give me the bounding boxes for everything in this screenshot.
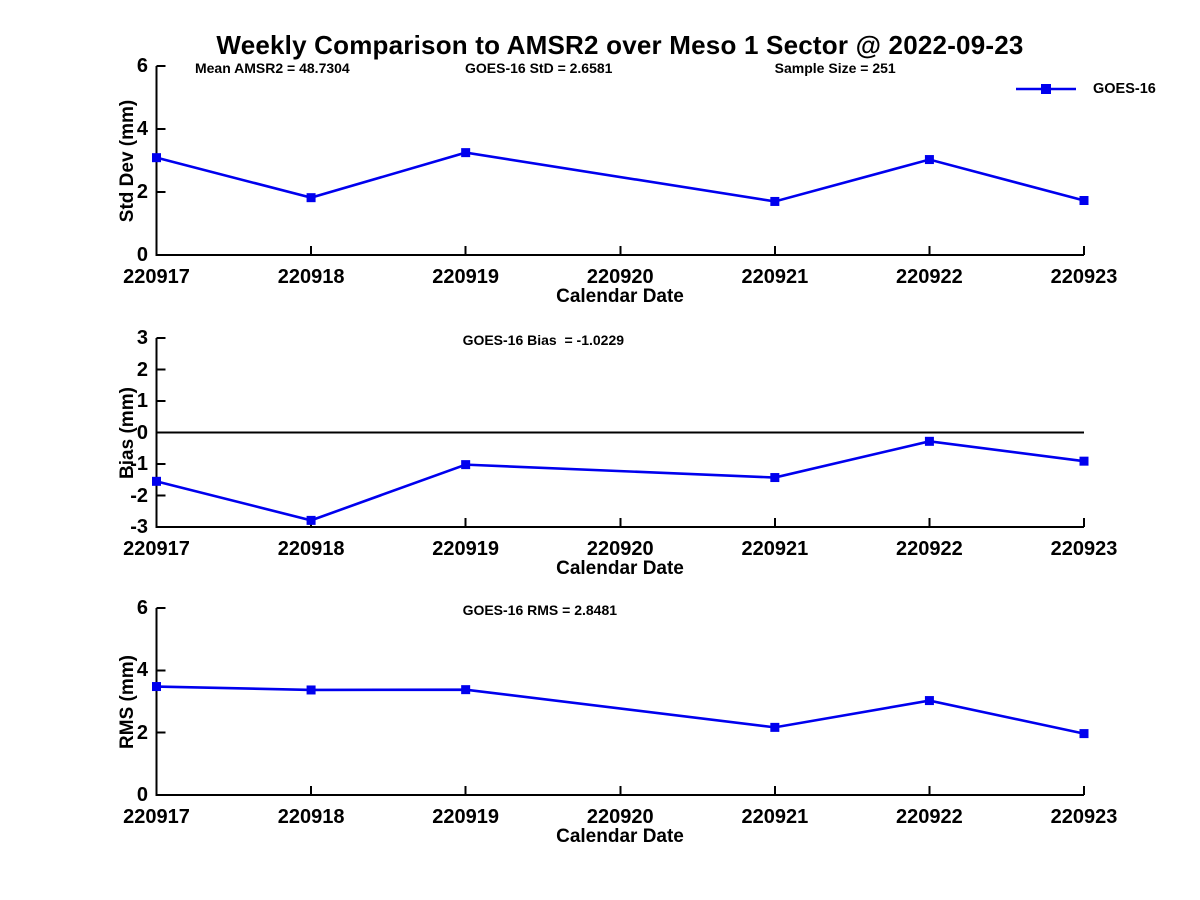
x-tick-label: 220919 (432, 266, 500, 288)
x-tick-label: 220923 (1050, 266, 1118, 288)
data-point-marker (770, 196, 780, 206)
data-point-marker (152, 476, 161, 486)
x-tick-label: 220922 (896, 266, 963, 288)
y-tick-label: 0 (136, 421, 148, 444)
annotation-std-dev-2: Sample Size = 251 (774, 60, 896, 76)
x-tick-label: 220917 (123, 266, 190, 288)
data-point-marker (1079, 729, 1089, 739)
y-tick-label: 3 (136, 327, 148, 349)
x-tick-label: 220917 (123, 538, 190, 560)
x-tick-label: 220919 (432, 806, 500, 828)
y-tick-label: -1 (130, 453, 148, 475)
legend-line-marker-icon (1016, 84, 1076, 94)
subplot-bias (152, 337, 1089, 528)
annotation-std-dev-0: Mean AMSR2 = 48.7304 (194, 60, 350, 76)
data-point-marker (924, 696, 934, 706)
y-tick-label: 2 (136, 358, 148, 381)
x-tick-label: 220920 (586, 266, 654, 288)
legend: GOES-16 (1014, 77, 1156, 101)
x-axis-label-bias: Calendar Date (556, 558, 684, 579)
x-tick-label: 220921 (741, 538, 809, 560)
data-point-marker (152, 682, 161, 692)
x-tick-label: 220920 (586, 538, 654, 560)
data-point-marker (924, 436, 934, 446)
subplot-std-dev (152, 65, 1089, 256)
data-point-marker (461, 148, 471, 158)
series-line-goes-16 (156, 440, 1085, 522)
x-tick-label: 220922 (896, 806, 963, 828)
data-point-marker (770, 722, 780, 732)
data-point-marker (1079, 196, 1089, 206)
y-tick-label: 2 (136, 181, 148, 203)
y-tick-label: 0 (136, 784, 148, 806)
data-point-marker (306, 685, 316, 695)
x-tick-label: 220923 (1050, 806, 1118, 828)
x-tick-label: 220918 (277, 266, 345, 288)
legend-label: GOES-16 (1093, 81, 1156, 97)
chart-title: Weekly Comparison to AMSR2 over Meso 1 S… (216, 30, 1024, 60)
x-tick-label: 220921 (741, 806, 809, 828)
x-tick-label: 220923 (1050, 538, 1118, 560)
x-axis-label-rms: Calendar Date (556, 826, 684, 847)
x-tick-label: 220922 (896, 538, 963, 560)
x-axis-label-std-dev: Calendar Date (556, 286, 684, 307)
x-tick-label: 220918 (277, 538, 345, 560)
y-axis-label-rms: RMS (mm) (117, 655, 138, 749)
series-line-goes-16 (156, 151, 1085, 203)
data-point-marker (1079, 456, 1089, 466)
axis-lines (155, 66, 1084, 256)
y-tick-label: 2 (136, 721, 148, 744)
data-point-marker (152, 153, 161, 163)
data-point-marker (306, 515, 316, 525)
x-tick-label: 220921 (741, 266, 809, 288)
data-point-marker (306, 193, 316, 203)
x-tick-label: 220917 (123, 806, 190, 828)
subplot-rms (152, 607, 1089, 796)
y-tick-label: 6 (136, 55, 148, 77)
annotation-bias-0: GOES-16 Bias = -1.0229 (462, 332, 625, 348)
y-tick-label: 4 (136, 659, 148, 682)
x-tick-label: 220920 (586, 806, 654, 828)
annotation-std-dev-1: GOES-16 StD = 2.6581 (464, 60, 613, 76)
data-point-marker (924, 155, 934, 165)
y-tick-label: 6 (136, 597, 148, 619)
y-axis-label-std-dev: Std Dev (mm) (117, 99, 138, 223)
annotation-rms-0: GOES-16 RMS = 2.8481 (462, 602, 618, 618)
data-point-marker (770, 473, 780, 483)
x-tick-label: 220919 (432, 538, 500, 560)
y-tick-label: 0 (136, 244, 148, 266)
data-point-marker (461, 685, 471, 695)
y-tick-label: -2 (130, 484, 148, 507)
y-tick-label: 1 (136, 390, 148, 412)
data-point-marker (461, 460, 471, 470)
series-line-goes-16 (156, 685, 1085, 735)
axis-lines (155, 608, 1084, 796)
x-tick-label: 220918 (277, 806, 345, 828)
y-tick-label: 4 (136, 118, 148, 140)
y-tick-label: -3 (130, 516, 148, 538)
